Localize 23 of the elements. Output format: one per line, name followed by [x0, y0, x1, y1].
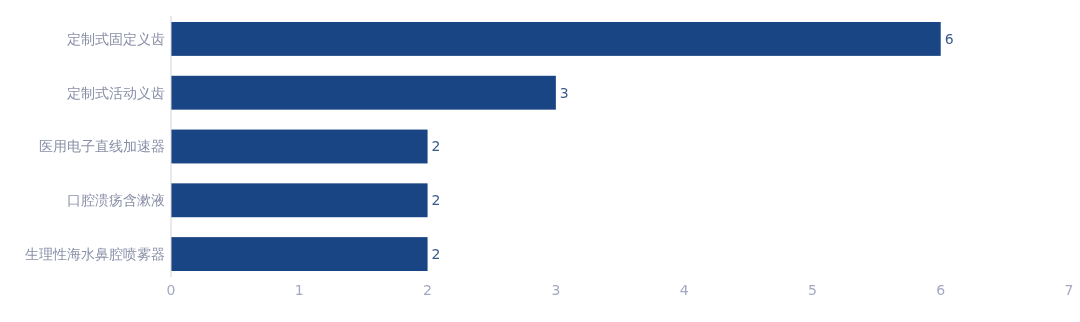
- data-label: 2: [431, 192, 441, 209]
- x-tick-label: 0: [166, 282, 176, 298]
- data-label: 2: [431, 138, 441, 155]
- x-tick-label: 6: [936, 282, 946, 298]
- data-label: 2: [431, 245, 441, 262]
- x-tick-label: 2: [423, 282, 433, 298]
- y-tick-label: 生理性海水鼻腔喷雾器: [25, 245, 165, 262]
- x-tick-label: 7: [1064, 282, 1074, 298]
- bar: [171, 183, 428, 218]
- bar: [171, 237, 428, 271]
- y-tick-label: 定制式固定义齿: [67, 30, 165, 47]
- x-tick-label: 1: [294, 282, 304, 298]
- y-tick-label: 口腔溃疡含漱液: [67, 192, 165, 209]
- data-label: 6: [944, 30, 954, 47]
- x-tick-label: 5: [807, 282, 817, 298]
- y-tick-label: 定制式活动义齿: [67, 84, 165, 101]
- bar: [171, 129, 428, 164]
- y-tick-label: 医用电子直线加速器: [39, 138, 165, 155]
- x-tick-label: 4: [679, 282, 689, 298]
- bar: [171, 75, 556, 110]
- data-label: 3: [559, 84, 569, 101]
- bar: [171, 22, 941, 56]
- x-tick-label: 3: [551, 282, 561, 298]
